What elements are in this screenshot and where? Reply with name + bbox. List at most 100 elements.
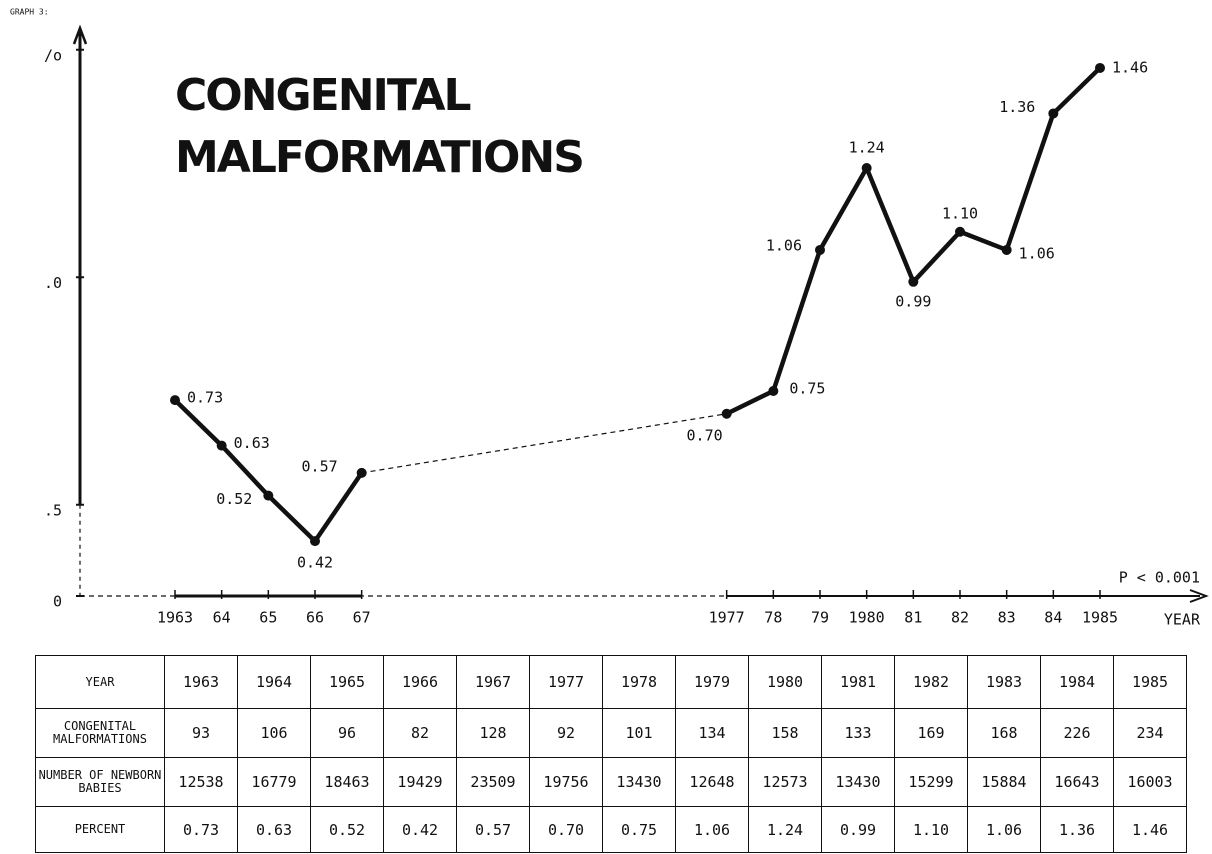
- table-cell: 19429: [383, 757, 457, 807]
- table-cell: 1.46: [1113, 806, 1187, 853]
- data-label: 0.42: [297, 554, 333, 572]
- data-label: 0.75: [789, 380, 825, 398]
- data-label: 0.73: [187, 389, 223, 407]
- table-cell: 15299: [894, 757, 968, 807]
- data-point: [861, 163, 872, 174]
- gap-connector: [361, 413, 727, 474]
- x-tick-label: 64: [213, 609, 231, 627]
- table-cell: 13430: [821, 757, 895, 807]
- table-row: CONGENITAL MALFORMATIONS 93 106 96 82 128 92 10…: [35, 708, 1187, 758]
- y-tick-label: .5: [44, 501, 62, 519]
- data-point: [1048, 108, 1059, 119]
- table-cell: 92: [529, 708, 603, 758]
- table-cell: 0.70: [529, 806, 603, 853]
- data-point: [908, 276, 919, 287]
- table-cell: 16003: [1113, 757, 1187, 807]
- table-cell: 1.06: [675, 806, 749, 853]
- table-cell: 1.10: [894, 806, 968, 853]
- table-cell: 134: [675, 708, 749, 758]
- data-label: 1.46: [1112, 58, 1148, 76]
- table-cell: 1984: [1040, 655, 1114, 709]
- data-point: [1095, 62, 1105, 73]
- table-cell: 128: [456, 708, 530, 758]
- data-label: 1.06: [766, 236, 802, 254]
- table-cell: 1963: [164, 655, 238, 709]
- table-cell: 18463: [310, 757, 384, 807]
- table-cell: 1967: [456, 655, 530, 709]
- table-cell: 1983: [967, 655, 1041, 709]
- table-cell: 0.73: [164, 806, 238, 853]
- table-cell: 13430: [602, 757, 676, 807]
- x-axis-arrow: [1189, 589, 1209, 603]
- table-cell: 93: [164, 708, 238, 758]
- data-point: [170, 395, 180, 406]
- table-cell: 19756: [529, 757, 603, 807]
- x-tick-label: 82: [951, 609, 969, 627]
- table-cell: 1981: [821, 655, 895, 709]
- data-point: [216, 440, 227, 451]
- table-cell: 82: [383, 708, 457, 758]
- row-header: CONGENITAL MALFORMATIONS: [35, 708, 165, 758]
- table-cell: 1980: [748, 655, 822, 709]
- table-cell: 0.75: [602, 806, 676, 853]
- data-table: YEAR 1963 1964 1965 1966 1967 1977 1978 1979 1980…: [35, 655, 1187, 853]
- page-label: GRAPH 3:: [10, 8, 49, 17]
- table-row: YEAR 1963 1964 1965 1966 1967 1977 1978 1979 1980…: [35, 655, 1187, 709]
- table-row: NUMBER OF NEWBORN BABIES 12538 16779 18463 1…: [35, 757, 1187, 807]
- x-tick-label: 84: [1044, 609, 1062, 627]
- table-cell: 1.06: [967, 806, 1041, 853]
- table-cell: 15884: [967, 757, 1041, 807]
- table-cell: 101: [602, 708, 676, 758]
- y-tick-label: 0: [53, 593, 62, 611]
- table-cell: 158: [748, 708, 822, 758]
- chart: GRAPH 3: CONGENITAL MALFORMATIONS YEAR P…: [10, 8, 1209, 629]
- table-cell: 1965: [310, 655, 384, 709]
- table-cell: 12573: [748, 757, 822, 807]
- table-cell: 1966: [383, 655, 457, 709]
- x-axis-label: YEAR: [1164, 611, 1201, 629]
- table-cell: 1985: [1113, 655, 1187, 709]
- table-cell: 16643: [1040, 757, 1114, 807]
- data-label: 0.63: [234, 434, 270, 452]
- data-point: [1001, 244, 1012, 255]
- table-cell: 12648: [675, 757, 749, 807]
- table-row: PERCENT 0.73 0.63 0.52 0.42 0.57 0.70 0.75 1.06 1…: [35, 806, 1187, 853]
- x-tick-label: 1985: [1082, 609, 1118, 627]
- table-cell: 23509: [456, 757, 530, 807]
- x-tick-label: 1963: [157, 609, 193, 627]
- data-label: 1.24: [849, 139, 885, 157]
- table-cell: 0.42: [383, 806, 457, 853]
- x-tick-label: 83: [998, 609, 1016, 627]
- table-cell: 234: [1113, 708, 1187, 758]
- table-cell: 96: [310, 708, 384, 758]
- y-tick-label: .0: [44, 274, 62, 292]
- x-tick-label: 65: [259, 609, 277, 627]
- data-label: 0.70: [687, 426, 723, 444]
- data-point: [768, 386, 779, 396]
- data-label: 1.36: [999, 98, 1035, 116]
- data-point: [310, 536, 320, 547]
- table-cell: 0.52: [310, 806, 384, 853]
- x-tick-label: 78: [764, 609, 782, 627]
- chart-title: CONGENITAL: [175, 70, 471, 121]
- table-cell: 106: [237, 708, 311, 758]
- row-header: YEAR: [35, 655, 165, 709]
- x-tick-label: 67: [353, 609, 371, 627]
- data-label: 0.99: [895, 292, 931, 310]
- data-point: [815, 244, 825, 255]
- table-cell: 1964: [237, 655, 311, 709]
- chart-title: MALFORMATIONS: [175, 132, 583, 183]
- table-cell: 0.99: [821, 806, 895, 853]
- table-cell: 168: [967, 708, 1041, 758]
- x-tick-label: 66: [306, 609, 324, 627]
- table-cell: 1982: [894, 655, 968, 709]
- data-point: [721, 408, 732, 419]
- x-tick-label: 1980: [849, 609, 885, 627]
- data-point: [263, 490, 274, 501]
- table-cell: 16779: [237, 757, 311, 807]
- annotation: P < 0.001: [1119, 569, 1200, 587]
- data-point: [356, 467, 367, 478]
- x-tick-label: 81: [904, 609, 922, 627]
- table-cell: 1979: [675, 655, 749, 709]
- x-tick-label: 1977: [709, 609, 745, 627]
